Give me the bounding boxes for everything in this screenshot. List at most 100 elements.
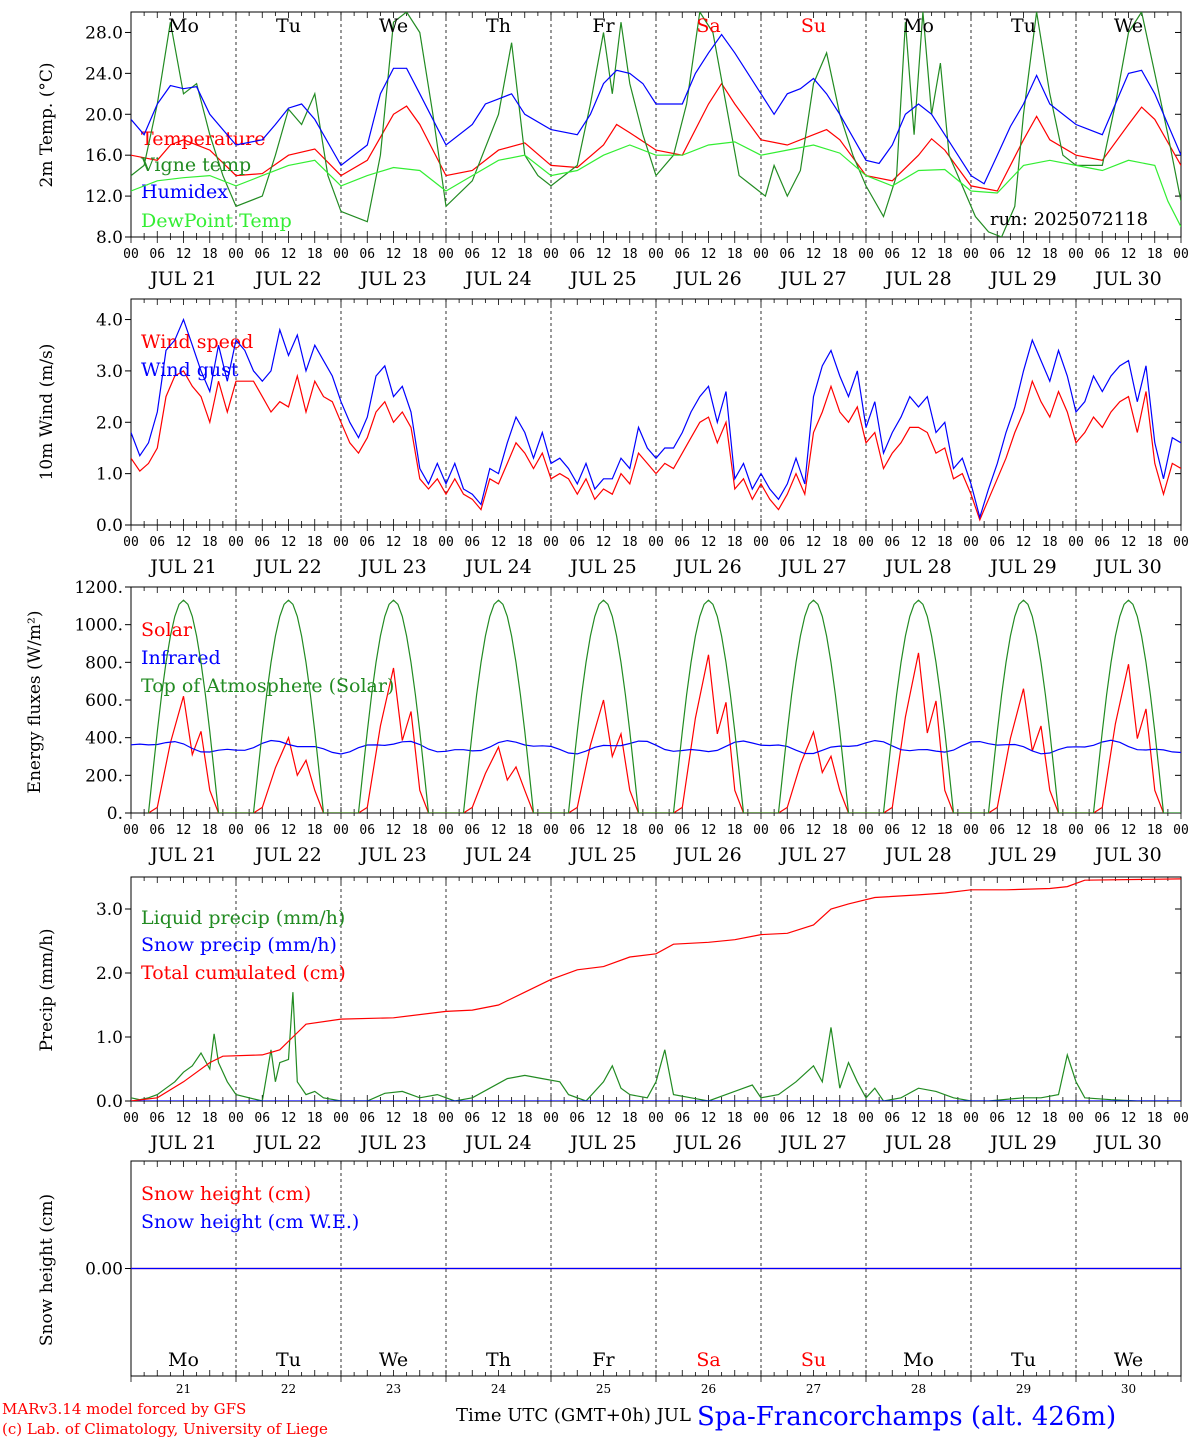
x-hour-label: 18	[727, 823, 743, 838]
y-tick-label: 3.0	[96, 900, 123, 920]
x-hour-label: 00	[543, 823, 559, 838]
x-hour-label: 18	[832, 1111, 848, 1126]
x-date-label: JUL 23	[358, 844, 426, 866]
x-hour-label: 06	[989, 247, 1005, 262]
x-hour-label: 18	[1042, 1111, 1058, 1126]
x-hour-label: 12	[176, 535, 192, 550]
x-hour-label: 12	[806, 1111, 822, 1126]
x-hour-label: 00	[963, 1111, 979, 1126]
x-hour-label: 18	[202, 823, 218, 838]
x-hour-label: 06	[254, 1111, 270, 1126]
day-name-label: We	[1114, 15, 1143, 37]
x-hour-label: 00	[543, 247, 559, 262]
x-date-label: JUL 25	[568, 844, 636, 866]
x-date-label: JUL 28	[883, 556, 951, 578]
series-line-total-cumulated-cm-	[131, 878, 1181, 1101]
legend-entry: Snow height (cm)	[141, 1183, 311, 1205]
legend-entry: Temperature	[141, 128, 265, 150]
x-hour-label: 12	[281, 535, 297, 550]
y-axis-label: Precip (mm/h)	[37, 928, 57, 1051]
x-hour-label: 18	[307, 535, 323, 550]
x-hour-label: 06	[779, 823, 795, 838]
x-hour-label: 06	[674, 1111, 690, 1126]
x-hour-label: 12	[701, 247, 717, 262]
x-hour-label: 00	[1068, 1111, 1084, 1126]
x-hour-label: 12	[176, 1111, 192, 1126]
x-hour-label: 18	[1042, 247, 1058, 262]
x-hour-label: 12	[1016, 1111, 1032, 1126]
x-hour-label: 18	[412, 535, 428, 550]
x-hour-label: 12	[911, 823, 927, 838]
x-hour-label: 06	[464, 535, 480, 550]
y-tick-label: 3.0	[96, 362, 123, 382]
x-hour-label: 00	[963, 823, 979, 838]
y-tick-label: 2.0	[96, 413, 123, 433]
x-date-label: JUL 29	[988, 844, 1056, 866]
x-hour-label: 12	[176, 247, 192, 262]
y-tick-label: 2.0	[96, 964, 123, 984]
x-hour-label: 06	[989, 535, 1005, 550]
day-number-label: 30	[1121, 1382, 1136, 1396]
x-hour-label: 18	[1042, 535, 1058, 550]
x-date-label: JUL 21	[148, 1132, 216, 1154]
x-hour-label: 00	[228, 535, 244, 550]
x-date-label: JUL 24	[463, 556, 531, 578]
y-tick-label: 0.0	[96, 1092, 123, 1112]
x-hour-label: 06	[1094, 1111, 1110, 1126]
day-name-label: Sa	[696, 1349, 720, 1371]
x-hour-label: 06	[254, 823, 270, 838]
x-hour-label: 12	[491, 535, 507, 550]
x-hour-label: 00	[1173, 823, 1189, 838]
x-hour-label: 12	[701, 1111, 717, 1126]
x-hour-label: 06	[149, 823, 165, 838]
day-name-label: Th	[486, 1349, 511, 1371]
x-date-label: JUL 24	[463, 844, 531, 866]
credit-line-2: (c) Lab. of Climatology, University of L…	[2, 1420, 328, 1438]
x-hour-label: 00	[1068, 823, 1084, 838]
x-axis-title: Time UTC (GMT+0h) JUL	[456, 1405, 691, 1426]
y-tick-label: 20.0	[85, 105, 123, 125]
day-name-label: We	[1114, 1349, 1143, 1371]
x-hour-label: 00	[753, 247, 769, 262]
x-date-label: JUL 29	[988, 1132, 1056, 1154]
day-name-label: Su	[801, 1349, 826, 1371]
series-line-wind-speed	[131, 370, 1181, 522]
legend-entry: Solar	[141, 619, 193, 641]
x-hour-label: 12	[386, 1111, 402, 1126]
x-hour-label: 00	[123, 1111, 139, 1126]
x-hour-label: 00	[648, 1111, 664, 1126]
day-name-label: Mo	[903, 1349, 934, 1371]
legend-entry: Wind gust	[141, 359, 239, 381]
day-number-label: 21	[176, 1382, 191, 1396]
x-hour-label: 18	[412, 823, 428, 838]
x-hour-label: 12	[911, 535, 927, 550]
day-name-label: We	[379, 1349, 408, 1371]
x-hour-label: 12	[1016, 247, 1032, 262]
x-hour-label: 12	[1016, 823, 1032, 838]
y-axis-label: Energy fluxes (W/m²)	[25, 611, 45, 794]
y-tick-label: 24.0	[85, 64, 123, 84]
x-hour-label: 06	[779, 247, 795, 262]
x-date-label: JUL 26	[673, 556, 741, 578]
x-hour-label: 06	[989, 1111, 1005, 1126]
x-hour-label: 12	[701, 535, 717, 550]
x-hour-label: 18	[622, 247, 638, 262]
x-hour-label: 06	[359, 535, 375, 550]
x-date-label: JUL 22	[253, 844, 321, 866]
x-date-label: JUL 27	[778, 1132, 846, 1154]
x-date-label: JUL 28	[883, 268, 951, 290]
x-hour-label: 00	[648, 823, 664, 838]
x-date-label: JUL 27	[778, 268, 846, 290]
x-hour-label: 12	[1121, 247, 1137, 262]
x-date-label: JUL 23	[358, 1132, 426, 1154]
day-number-label: 27	[806, 1382, 821, 1396]
x-hour-label: 00	[963, 535, 979, 550]
day-number-label: 26	[701, 1382, 716, 1396]
x-hour-label: 06	[1094, 535, 1110, 550]
x-hour-label: 00	[753, 1111, 769, 1126]
x-hour-label: 06	[254, 535, 270, 550]
x-hour-label: 12	[806, 823, 822, 838]
x-hour-label: 18	[307, 247, 323, 262]
x-hour-label: 06	[779, 1111, 795, 1126]
x-hour-label: 18	[937, 535, 953, 550]
